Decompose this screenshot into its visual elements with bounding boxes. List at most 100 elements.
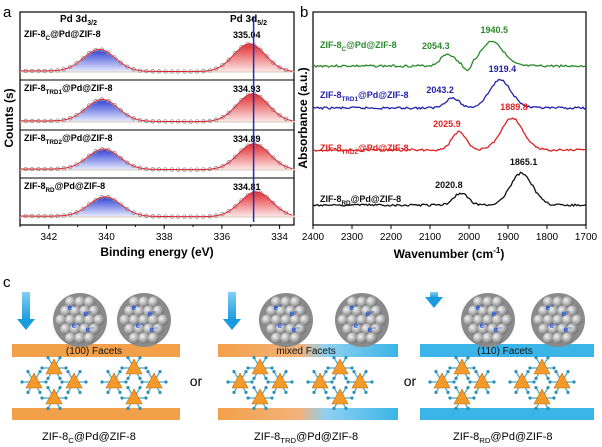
pd-atom [571,314,583,326]
electron-label: e⁻ [274,303,283,312]
sample-label: ZIF-8TRD1@Pd@ZIF-8 [24,83,113,96]
pd-atom [69,323,81,335]
data-point [125,64,130,69]
zif-node [528,386,556,410]
zif-node [306,370,334,394]
data-point [283,116,289,121]
linker-atom [124,380,128,384]
linker-atom [534,386,538,390]
pd-atom [280,314,292,326]
data-point [271,107,276,112]
pd-atom [557,323,569,335]
linker-atom [44,380,48,384]
pd-3d52-peak-fill [198,94,307,122]
data-point [226,208,231,214]
linker-atom [66,370,70,374]
zif-node [246,356,274,380]
facet-label: (100) Facets [66,346,122,357]
data-point [131,210,136,215]
pd-atom [562,296,573,308]
pd-atom [275,323,287,335]
linker-atom [270,366,274,370]
linker-atom [554,370,558,374]
linker-atom [126,406,130,410]
zn-tetrahedron [45,388,63,405]
linker-atom [106,370,110,374]
zn-tetrahedron [125,358,143,375]
zif-node [120,356,148,380]
zn-tetrahedron [453,358,471,375]
zif-node [326,386,354,410]
data-point [271,155,276,160]
pd-atom [290,314,301,326]
linker-atom [264,386,268,390]
pd-atom [65,296,76,308]
pd-atom [133,305,145,317]
x-tick-label: 342 [40,232,57,243]
linker-atom [546,386,550,390]
data-point [106,147,111,153]
pd-atom [266,323,278,335]
data-point [213,66,219,71]
pd-atom [538,305,550,317]
data-point [125,206,130,212]
linker-atom [120,366,124,370]
linker-atom [552,366,556,370]
linker-atom [138,376,142,380]
pd-atom [356,314,368,326]
pd-atom [477,323,489,335]
linker-atom [106,390,110,394]
linker-atom [526,370,530,374]
pd-atom [356,332,368,344]
zn-tetrahedron [125,388,143,405]
linker-atom [126,386,130,390]
linker-atom [306,380,310,384]
pd-atom [129,332,140,344]
binding-energy-value: 334.89 [233,134,261,144]
facet-label: mixed Facets [276,346,335,357]
data-point [220,211,225,217]
linker-atom [352,370,356,374]
pd-atom [74,332,86,344]
linker-atom [118,390,122,394]
data-point [226,57,231,62]
x-tick-label: 2100 [419,232,442,243]
electron-label: e⁻ [278,321,287,330]
pd-atom [496,305,508,317]
pd-atom [351,305,363,317]
pd-atom [347,332,358,344]
pd-atom [492,314,503,326]
linker-atom [492,380,496,384]
data-point [264,149,270,154]
spectrum-label: ZIF-8TRD2@Pd@ZIF-8 [320,143,409,156]
linker-atom [514,370,518,374]
arrow-head [17,319,35,330]
linker-atom [532,380,536,384]
linker-atom [46,356,50,360]
xps-spectra: ZIF-8C@Pd@ZIF-8 335.04 ZIF-8TRD1@Pd@ZIF-8 3… [20,29,310,219]
linker-atom [350,366,354,370]
pd-atom [88,305,100,317]
linker-atom [78,390,82,394]
panel-c-label: c [3,274,11,291]
zn-tetrahedron [45,358,63,375]
linker-atom [448,366,452,370]
pd-atom [271,296,282,308]
zif-node [226,370,254,394]
linker-atom [332,386,336,390]
linker-atom [466,356,470,360]
linker-atom [26,370,30,374]
linker-atom [370,380,374,384]
linker-atom [472,396,476,400]
zn-tetrahedron [105,372,123,389]
panel-b-label: b [300,4,308,21]
fit-envelope [20,191,293,218]
binding-energy-value: 334.93 [233,84,261,94]
zif-node [266,370,294,394]
pd-atom [543,332,554,344]
linker-atom [140,380,144,384]
linker-atom [330,380,334,384]
pd-nanoparticle: e⁻e⁻e⁻ e⁻ [117,293,171,347]
pd-atom [74,314,86,326]
electron-label: e⁻ [350,303,359,312]
